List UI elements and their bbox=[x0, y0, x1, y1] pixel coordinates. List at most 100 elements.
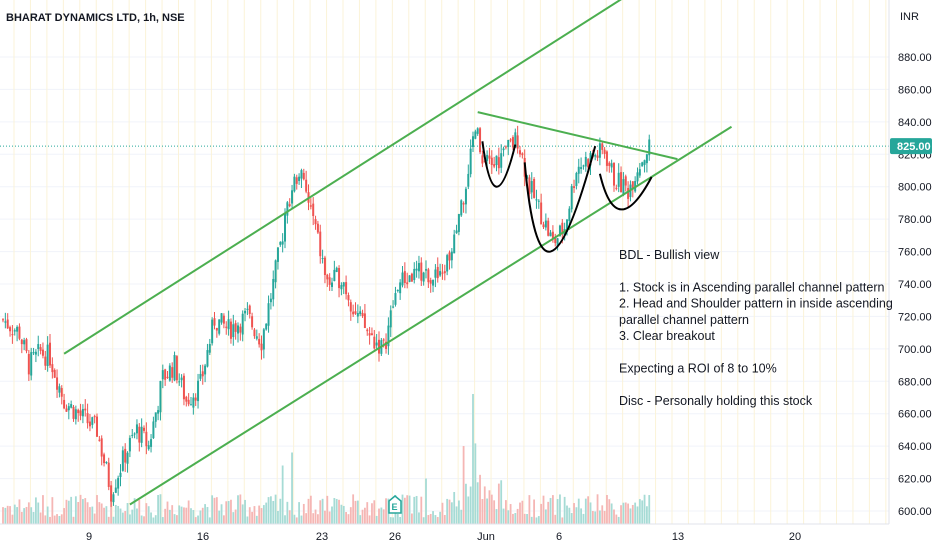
price-tick-label: 720.00 bbox=[898, 311, 932, 323]
volume-bar bbox=[309, 495, 312, 524]
earnings-event-marker[interactable]: E bbox=[388, 495, 402, 514]
candle-body bbox=[13, 330, 16, 332]
candle-body bbox=[389, 310, 392, 328]
candle-body bbox=[373, 336, 376, 349]
volume-bar bbox=[138, 499, 141, 524]
volume-bar bbox=[486, 498, 488, 524]
volume-bar bbox=[237, 495, 239, 524]
candle-body bbox=[558, 225, 561, 237]
volume-bar bbox=[253, 506, 256, 524]
candle-body bbox=[359, 311, 362, 314]
volume-bar bbox=[114, 504, 117, 524]
volume-bar bbox=[582, 513, 585, 524]
candle-body bbox=[213, 318, 216, 326]
price-axis[interactable]: 600.00 620.00 640.00 660.00 680.00 700.00 720.… bbox=[898, 52, 932, 518]
volume-bar bbox=[401, 494, 404, 524]
volume-bar bbox=[556, 499, 559, 524]
right-shoulder[interactable] bbox=[598, 173, 653, 211]
candle-body bbox=[119, 472, 122, 478]
event-marker-label: E bbox=[392, 502, 398, 512]
candle-body bbox=[314, 219, 317, 225]
volume-bar bbox=[284, 515, 286, 524]
candle-body bbox=[114, 487, 117, 493]
volume-bar bbox=[481, 499, 484, 524]
candle-body bbox=[631, 181, 634, 190]
time-axis[interactable]: 9 16 23 26 Jun 6 13 20 bbox=[86, 531, 801, 543]
last-price-value: 825.00 bbox=[897, 141, 931, 153]
volume-bar bbox=[399, 517, 402, 524]
analysis-note-line: 1. Stock is in Ascending parallel channe… bbox=[619, 280, 884, 294]
volume-bar bbox=[86, 502, 89, 524]
volume-bar bbox=[194, 517, 197, 524]
candle-body bbox=[239, 326, 242, 333]
volume-bar bbox=[516, 508, 519, 524]
candle-body bbox=[51, 364, 54, 373]
volume-bar bbox=[300, 515, 303, 524]
volume-bar bbox=[150, 512, 152, 524]
volume-bar bbox=[549, 497, 552, 524]
candle-body bbox=[443, 271, 446, 274]
candle-body bbox=[547, 220, 550, 236]
candle-body bbox=[206, 350, 209, 367]
channel-lower[interactable] bbox=[129, 125, 733, 506]
volume-bar bbox=[110, 496, 112, 524]
candle-body bbox=[511, 137, 514, 148]
volume-bar bbox=[627, 503, 629, 524]
candle-body bbox=[472, 136, 474, 147]
volume-bar bbox=[434, 515, 437, 524]
candle-body bbox=[274, 260, 277, 283]
volume-bar bbox=[347, 514, 350, 524]
candle-body bbox=[269, 298, 272, 303]
volume-bar bbox=[157, 495, 159, 524]
candle-body bbox=[131, 434, 134, 436]
volume-bar bbox=[333, 498, 336, 524]
candle-body bbox=[408, 275, 411, 282]
volume-bar bbox=[342, 505, 345, 524]
volume-bar bbox=[488, 490, 491, 524]
candle-body bbox=[255, 336, 258, 339]
candle-body bbox=[178, 381, 181, 383]
candle-body bbox=[194, 397, 197, 401]
candle-body bbox=[157, 410, 160, 414]
candle-body bbox=[582, 165, 585, 167]
analysis-note-line: parallel channel pattern bbox=[619, 313, 749, 327]
volume-bar bbox=[241, 504, 244, 524]
left-shoulder[interactable] bbox=[481, 141, 517, 188]
channel-upper[interactable] bbox=[63, 0, 637, 355]
volume-bar bbox=[131, 509, 134, 524]
candle-body bbox=[568, 208, 571, 222]
candle-body bbox=[422, 272, 425, 282]
volume-bar bbox=[465, 483, 467, 524]
volume-bar bbox=[208, 517, 211, 524]
volume-bar bbox=[521, 500, 524, 524]
volume-bar bbox=[201, 507, 204, 524]
candle-body bbox=[394, 293, 397, 305]
volume-bar bbox=[509, 504, 512, 524]
candle-body bbox=[246, 308, 249, 310]
volume-bar bbox=[382, 509, 385, 524]
volume-bar bbox=[641, 500, 644, 524]
volume-bar bbox=[577, 498, 580, 524]
volume-bar bbox=[4, 507, 7, 524]
candle-body bbox=[476, 128, 479, 134]
candle-body bbox=[556, 238, 559, 247]
volume-bar bbox=[596, 494, 599, 524]
volume-bar bbox=[533, 499, 535, 524]
candle-body bbox=[495, 155, 498, 166]
candle-body bbox=[399, 282, 402, 294]
volume-bar bbox=[302, 503, 305, 524]
candle-body bbox=[540, 202, 543, 225]
volume-bar bbox=[617, 516, 620, 524]
candle-body bbox=[208, 344, 211, 353]
price-tick-label: 680.00 bbox=[898, 376, 932, 388]
volume-bar bbox=[340, 504, 343, 524]
neckline[interactable] bbox=[477, 111, 678, 161]
volume-bar bbox=[467, 496, 470, 524]
candle-body bbox=[248, 305, 251, 314]
candle-body bbox=[37, 344, 40, 350]
candle-body bbox=[138, 426, 141, 443]
trend-lines bbox=[63, 0, 733, 506]
head[interactable] bbox=[523, 145, 597, 253]
candle-body bbox=[415, 268, 418, 271]
